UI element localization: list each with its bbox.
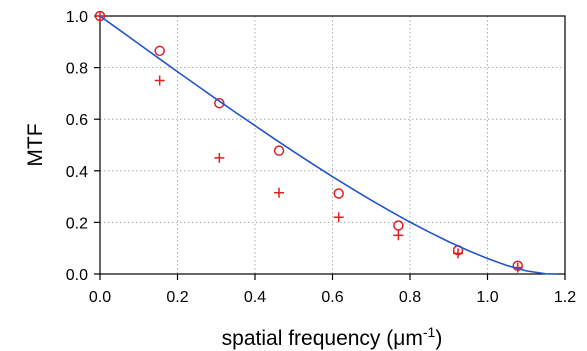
plus-point xyxy=(333,212,344,223)
grid-lines xyxy=(100,16,565,274)
x-tick-label: 0.2 xyxy=(166,289,188,306)
circle-point xyxy=(154,45,165,57)
plus-point xyxy=(154,75,165,86)
plus-point xyxy=(95,11,105,21)
circle-point xyxy=(214,97,225,109)
plus-point xyxy=(274,187,285,198)
x-tick-label: 1.0 xyxy=(476,289,498,306)
y-tick-label: 0.8 xyxy=(66,61,88,78)
plus-point xyxy=(214,152,225,163)
x-axis-ticks: 0.0 0.2 0.4 0.6 0.8 1.0 1.2 xyxy=(89,274,576,306)
x-tick-label: 0.8 xyxy=(399,289,421,306)
plus-point xyxy=(453,248,464,259)
plus-point xyxy=(393,230,404,241)
y-axis-title: MTF xyxy=(24,123,47,166)
x-tick-label: 0.4 xyxy=(244,289,266,306)
data-series xyxy=(94,10,558,275)
y-tick-label: 1.0 xyxy=(66,9,88,26)
y-tick-label: 0.6 xyxy=(66,112,88,129)
circle-point xyxy=(393,220,404,231)
x-tick-label: 0.0 xyxy=(89,289,111,306)
x-axis-title: spatial frequency (μm-1) xyxy=(222,324,443,350)
y-tick-label: 0.2 xyxy=(66,215,88,232)
circle-point xyxy=(273,145,285,156)
y-tick-label: 0.4 xyxy=(66,164,88,181)
circle-point xyxy=(333,188,344,199)
x-tick-label: 0.6 xyxy=(321,289,343,306)
y-axis-ticks: 0.0 0.2 0.4 0.6 0.8 1.0 xyxy=(66,9,100,284)
fit-curve xyxy=(99,15,558,275)
x-tick-label: 1.2 xyxy=(554,289,576,306)
y-tick-label: 0.0 xyxy=(66,267,88,284)
